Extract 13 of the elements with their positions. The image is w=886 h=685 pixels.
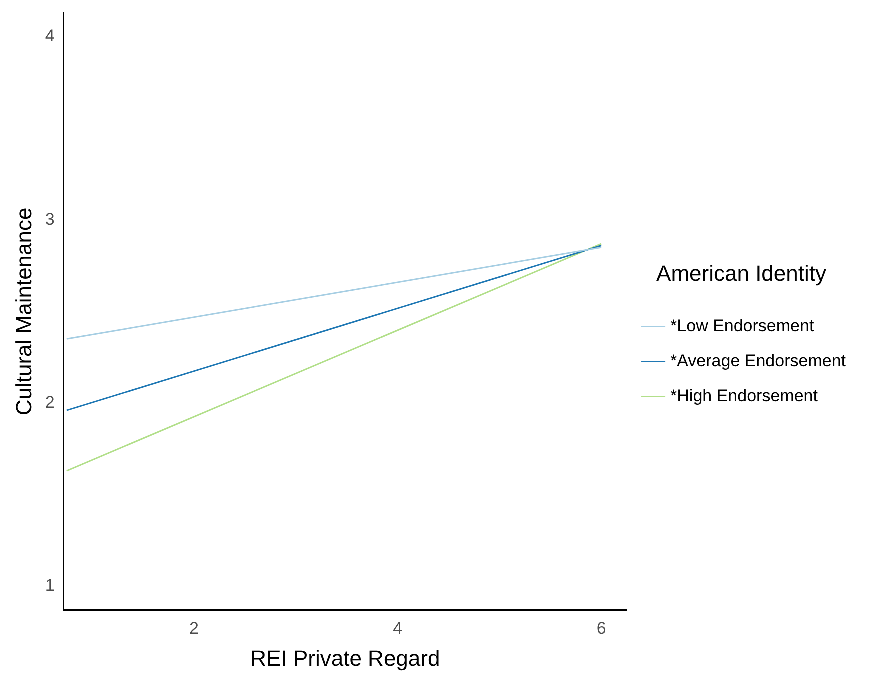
x-axis-title: REI Private Regard	[250, 646, 440, 671]
legend-label: *Low Endorsement	[670, 316, 814, 336]
y-tick-label: 3	[45, 210, 55, 229]
y-tick-label: 2	[45, 392, 55, 412]
legend-label: *Average Endorsement	[670, 351, 846, 370]
x-tick-label: 6	[596, 619, 606, 638]
x-tick-label: 4	[393, 619, 403, 638]
y-axis-title: Cultural Maintenance	[11, 208, 36, 416]
legend-label: *High Endorsement	[670, 386, 818, 406]
y-tick-label: 4	[45, 26, 55, 46]
y-tick-label: 1	[45, 576, 55, 596]
x-tick-label: 2	[189, 619, 199, 638]
legend-title: American Identity	[656, 260, 827, 286]
